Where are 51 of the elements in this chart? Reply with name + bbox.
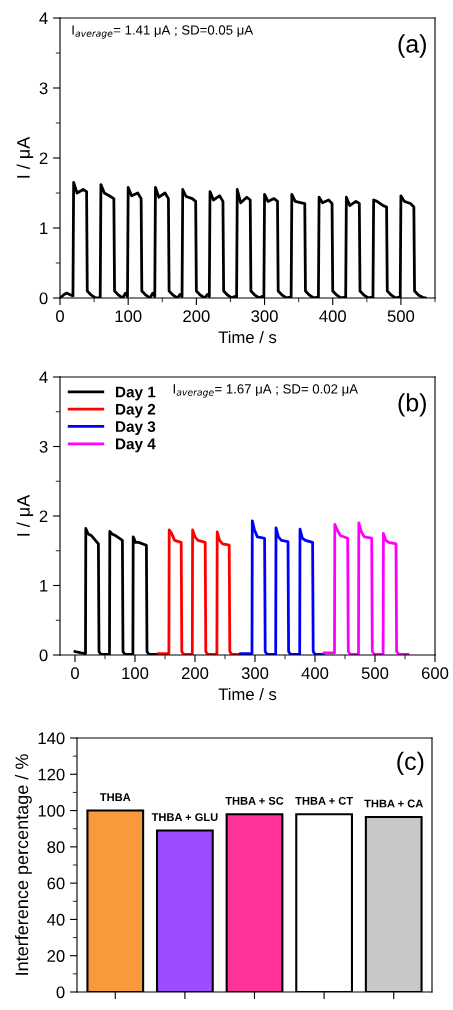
x-tick-label: THBA + SC [225, 796, 284, 805]
annotation: I$_{average}$= 1.41 μA ; SD=0.05 μA [72, 25, 254, 39]
y-tick-label: 3 [39, 82, 48, 95]
x-tick-label: 0 [71, 667, 79, 680]
y-tick-label: 60 [47, 877, 65, 890]
x-tick-label: 300 [251, 310, 278, 323]
x-tick-label: 200 [183, 310, 210, 323]
x-tick-label: THBA + CT [295, 796, 353, 805]
y-tick-label: 80 [47, 841, 65, 854]
legend-label: Day 4 [116, 438, 156, 453]
x-tick-label: 500 [387, 310, 415, 323]
y-tick-label: 4 [39, 371, 48, 384]
x-tick-label: 100 [122, 667, 149, 680]
y-tick-label: 0 [56, 986, 65, 999]
y-tick-label: 120 [38, 768, 65, 781]
y-tick-label: 1 [40, 580, 48, 592]
y-tick-label: 0 [39, 649, 48, 662]
y-tick-label: 40 [47, 913, 65, 926]
y-tick-label: 2 [39, 152, 48, 165]
x-tick-label: THBA + GLU [151, 813, 218, 822]
line-series [239, 519, 325, 655]
x-axis-title: Time / s [218, 687, 277, 701]
annotation: (c) [397, 751, 424, 776]
x-tick-label: 600 [421, 667, 449, 680]
legend-label: Day 2 [116, 403, 156, 418]
y-axis-title: I / μA [16, 136, 34, 178]
x-tick-label: 500 [361, 667, 389, 680]
line-series [157, 528, 242, 655]
x-tick-label: 400 [301, 667, 329, 680]
y-tick-label: 0 [39, 292, 48, 305]
legend-label: Day 3 [116, 421, 156, 435]
x-tick-label: 300 [241, 667, 269, 680]
x-axis-title: Time / s [218, 330, 277, 344]
y-tick-label: 1 [40, 222, 48, 235]
x-tick-label: 200 [181, 667, 209, 680]
x-tick-label: 100 [115, 310, 142, 323]
y-axis-title: I / μA [16, 494, 34, 536]
y-tick-label: 20 [47, 950, 65, 962]
annotation: (b) [398, 393, 426, 417]
y-tick-label: 3 [39, 440, 48, 453]
y-tick-label: 140 [38, 732, 65, 745]
legend-label: Day 1 [116, 386, 156, 401]
x-tick-label: THBA [99, 793, 131, 802]
y-tick-label: 4 [39, 12, 48, 25]
line-series [322, 521, 410, 655]
annotation: I$_{average}$= 1.67 μA ; SD= 0.02 μA [173, 384, 358, 398]
y-axis-title: Interference percentage / % [15, 754, 32, 975]
annotation: (a) [398, 34, 426, 58]
y-tick-label: 2 [39, 510, 48, 523]
x-tick-label: 400 [319, 310, 346, 323]
x-tick-label: THBA + CA [364, 799, 423, 808]
